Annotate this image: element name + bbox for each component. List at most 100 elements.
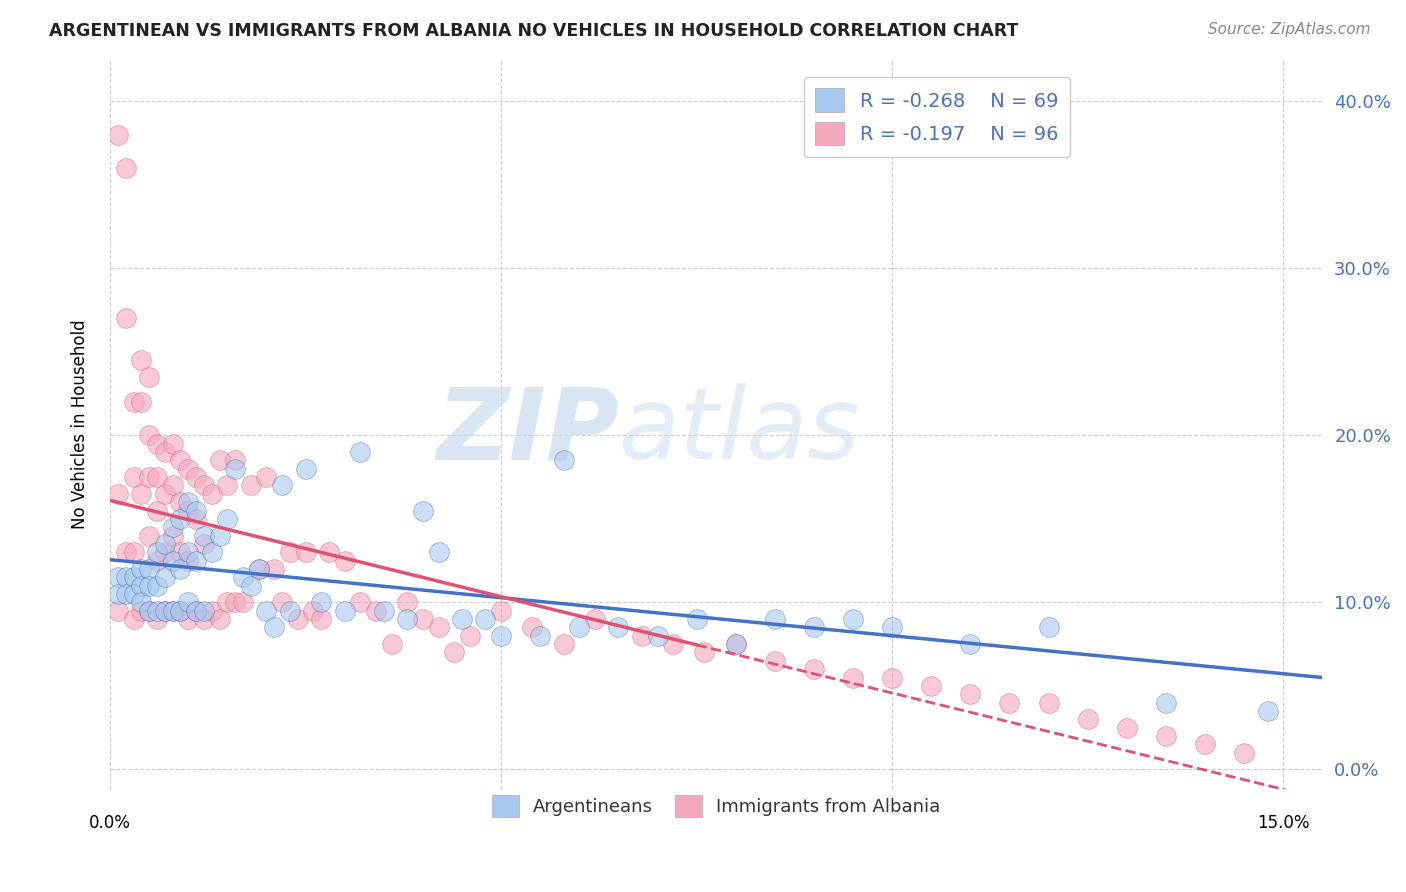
Point [427, 620, 450, 634]
Point [631, 629, 654, 643]
Point [131, 353, 153, 368]
Point [278, 604, 301, 618]
Y-axis label: No Vehicles in Household: No Vehicles in Household [72, 319, 89, 529]
Point [153, 604, 176, 618]
Point [882, 620, 904, 634]
Point [1115, 721, 1137, 735]
Point [131, 595, 153, 609]
Point [842, 612, 865, 626]
Point [114, 161, 136, 176]
Point [131, 604, 153, 618]
Point [138, 370, 160, 384]
Point [693, 645, 716, 659]
Point [217, 595, 239, 609]
Point [474, 612, 496, 626]
Point [607, 620, 630, 634]
Point [1077, 712, 1099, 726]
Point [842, 671, 865, 685]
Point [427, 545, 450, 559]
Point [169, 512, 191, 526]
Point [208, 528, 231, 542]
Point [169, 562, 191, 576]
Point [553, 453, 575, 467]
Point [458, 629, 481, 643]
Point [122, 612, 145, 626]
Point [193, 604, 215, 618]
Point [162, 604, 184, 618]
Point [193, 537, 215, 551]
Point [224, 595, 246, 609]
Text: ARGENTINEAN VS IMMIGRANTS FROM ALBANIA NO VEHICLES IN HOUSEHOLD CORRELATION CHAR: ARGENTINEAN VS IMMIGRANTS FROM ALBANIA N… [49, 22, 1018, 40]
Point [263, 562, 285, 576]
Point [131, 579, 153, 593]
Point [882, 671, 904, 685]
Point [232, 570, 254, 584]
Point [662, 637, 685, 651]
Point [998, 696, 1021, 710]
Point [920, 679, 942, 693]
Text: 0.0%: 0.0% [89, 814, 131, 832]
Point [1154, 729, 1177, 743]
Point [146, 612, 169, 626]
Point [138, 579, 160, 593]
Point [184, 604, 207, 618]
Point [1194, 737, 1216, 751]
Point [724, 637, 747, 651]
Point [184, 470, 207, 484]
Point [114, 587, 136, 601]
Point [201, 487, 224, 501]
Text: Source: ZipAtlas.com: Source: ZipAtlas.com [1208, 22, 1371, 37]
Point [146, 579, 169, 593]
Point [412, 503, 434, 517]
Point [146, 503, 169, 517]
Point [239, 579, 262, 593]
Point [763, 654, 786, 668]
Point [294, 462, 316, 476]
Point [162, 436, 184, 450]
Point [107, 604, 129, 618]
Point [177, 495, 200, 509]
Point [302, 604, 325, 618]
Text: 15.0%: 15.0% [1257, 814, 1309, 832]
Point [201, 604, 224, 618]
Point [138, 528, 160, 542]
Point [959, 637, 981, 651]
Point [396, 612, 419, 626]
Point [177, 503, 200, 517]
Text: ZIP: ZIP [436, 384, 619, 480]
Point [122, 587, 145, 601]
Point [177, 545, 200, 559]
Point [256, 470, 278, 484]
Point [489, 604, 512, 618]
Point [287, 612, 309, 626]
Point [184, 512, 207, 526]
Point [131, 487, 153, 501]
Point [349, 595, 371, 609]
Point [162, 528, 184, 542]
Point [247, 562, 270, 576]
Point [217, 512, 239, 526]
Point [256, 604, 278, 618]
Point [193, 478, 215, 492]
Point [201, 545, 224, 559]
Point [177, 462, 200, 476]
Point [381, 637, 404, 651]
Point [685, 612, 707, 626]
Point [162, 553, 184, 567]
Point [153, 487, 176, 501]
Point [217, 478, 239, 492]
Point [224, 462, 246, 476]
Point [1257, 704, 1279, 718]
Point [412, 612, 434, 626]
Point [184, 503, 207, 517]
Point [146, 545, 169, 559]
Point [1233, 746, 1256, 760]
Point [309, 612, 332, 626]
Point [489, 629, 512, 643]
Point [131, 395, 153, 409]
Text: atlas: atlas [619, 384, 860, 480]
Point [107, 128, 129, 142]
Point [1154, 696, 1177, 710]
Point [309, 595, 332, 609]
Point [122, 570, 145, 584]
